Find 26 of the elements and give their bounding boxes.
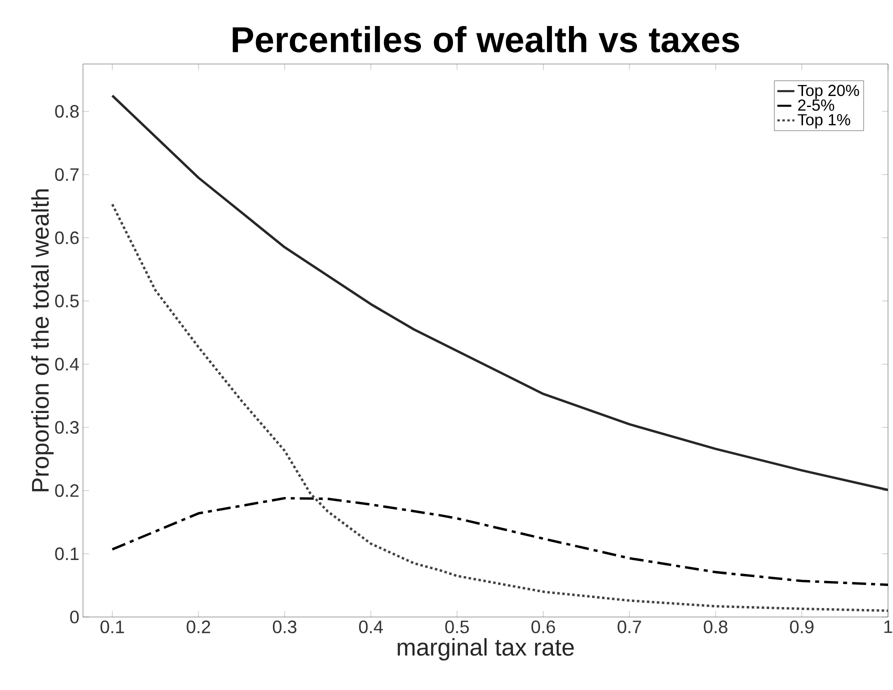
- y-tick-label: 0.1: [55, 547, 79, 560]
- y-tick-label: 0: [70, 610, 79, 624]
- x-tick-label: 0.6: [531, 620, 555, 634]
- x-tick-label: 0.5: [445, 620, 469, 634]
- legend-label: Top 20%: [798, 84, 860, 100]
- chart-title: Percentiles of wealth vs taxes: [232, 26, 740, 52]
- x-tick-label: 0.2: [186, 620, 210, 634]
- legend-label: 2-5%: [798, 99, 834, 111]
- y-tick-label: 0.5: [55, 294, 79, 308]
- y-tick-label: 0.7: [55, 168, 79, 181]
- legend-label: Top 1%: [798, 114, 850, 129]
- y-tick-label: 0.4: [55, 358, 79, 371]
- x-tick-label: 0.9: [790, 620, 814, 634]
- y-axis-title: Proportion of the total wealth: [31, 189, 54, 492]
- y-tick-label: 0.6: [55, 231, 79, 244]
- line-series: [111, 496, 888, 586]
- x-tick-label: 0.4: [359, 620, 383, 634]
- x-tick-label: 0.1: [100, 620, 124, 634]
- x-tick-label: 0.8: [704, 620, 728, 634]
- y-tick-label: 0.8: [55, 105, 79, 118]
- x-tick-label: 1: [884, 620, 892, 633]
- y-tick-label: 0.2: [55, 484, 79, 497]
- y-tick-label: 0.3: [55, 421, 79, 434]
- x-tick-label: 0.3: [272, 620, 296, 634]
- x-tick-label: 0.7: [618, 620, 642, 634]
- x-axis-title: marginal tax rate: [398, 638, 574, 661]
